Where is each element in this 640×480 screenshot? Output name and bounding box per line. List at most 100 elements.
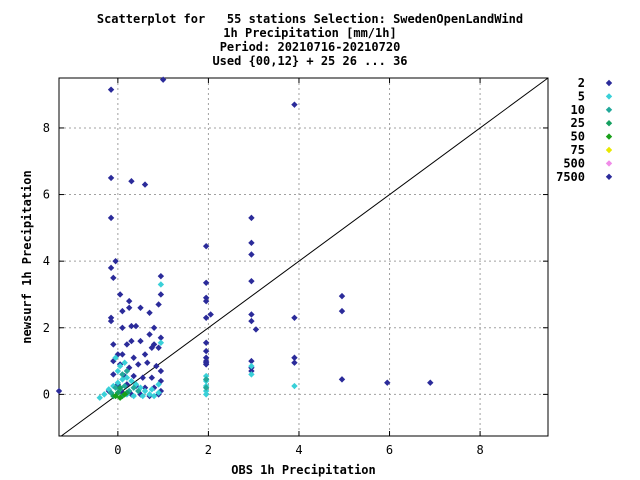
data-point: [202, 391, 210, 398]
data-point: [155, 389, 162, 396]
data-point: [123, 341, 131, 348]
data-point: [107, 264, 115, 272]
data-point: [139, 392, 146, 400]
data-point: [107, 314, 115, 321]
data-point: [338, 307, 346, 315]
data-point: [146, 309, 153, 316]
data-point: [146, 331, 153, 338]
data-point: [135, 361, 142, 368]
data-point: [107, 389, 115, 396]
legend-marker: [605, 79, 613, 87]
title-line-1: Scatterplot for 55 stations Selection: S…: [97, 12, 523, 26]
data-point: [141, 384, 149, 391]
data-point: [119, 307, 126, 315]
data-point: [338, 292, 346, 300]
legend-marker: [605, 146, 613, 154]
data-point: [150, 392, 158, 400]
legend-label: 75: [571, 143, 585, 157]
data-point: [159, 76, 167, 83]
data-point: [141, 181, 149, 188]
data-point: [291, 354, 298, 361]
data-point: [132, 322, 140, 330]
data-point: [107, 86, 115, 93]
data-point: [153, 362, 160, 370]
data-point: [291, 359, 298, 366]
data-point: [125, 364, 133, 371]
diagonal-reference-line: [60, 77, 549, 437]
legend-label: 50: [571, 130, 585, 144]
legend-marker: [605, 93, 613, 100]
data-point: [114, 379, 122, 386]
data-point: [116, 394, 124, 401]
data-point: [248, 277, 255, 285]
data-point: [128, 322, 135, 330]
data-point: [137, 337, 144, 345]
data-points: [55, 76, 434, 401]
data-point: [144, 359, 151, 366]
x-tick-label: 6: [386, 443, 393, 457]
data-point: [121, 382, 128, 390]
y-tick-label: 6: [43, 188, 50, 202]
title-line-3: Period: 20210716-20210720: [220, 40, 401, 54]
y-tick-label: 0: [43, 387, 50, 401]
data-point: [202, 294, 210, 301]
x-tick-label: 8: [476, 443, 483, 457]
data-point: [119, 371, 126, 378]
data-point: [248, 367, 255, 375]
data-point: [202, 314, 210, 321]
title-line-4: Used {00,12} + 25 26 ... 36: [212, 54, 407, 68]
data-point: [202, 242, 210, 250]
data-point: [202, 297, 210, 305]
data-point: [139, 374, 146, 381]
data-point: [248, 317, 255, 325]
plot-frame: [58, 77, 549, 437]
data-point: [202, 387, 210, 395]
y-tick-label: 8: [43, 121, 50, 135]
x-axis-label: OBS 1h Precipitation: [231, 463, 376, 477]
data-point: [148, 344, 156, 351]
x-tick-label: 4: [295, 443, 302, 457]
data-point: [121, 359, 128, 366]
legend-marker: [605, 160, 613, 167]
data-point: [96, 394, 103, 401]
data-point: [157, 281, 165, 288]
data-point: [55, 387, 63, 395]
data-point: [248, 362, 255, 370]
data-point: [248, 214, 255, 222]
data-point: [137, 304, 144, 311]
data-point: [128, 377, 135, 385]
legend-label: 10: [571, 103, 585, 117]
data-point: [157, 291, 165, 298]
data-point: [112, 354, 119, 361]
data-point: [291, 314, 298, 321]
data-point: [128, 337, 135, 345]
legend-marker: [605, 133, 613, 140]
data-point: [101, 391, 108, 398]
legend-label: 2: [578, 76, 585, 90]
data-point: [130, 384, 137, 391]
data-point: [248, 311, 255, 318]
data-point: [107, 214, 115, 222]
data-point: [123, 374, 131, 381]
data-point: [384, 379, 391, 386]
legend-label: 5: [578, 89, 585, 103]
data-point: [148, 386, 156, 393]
y-axis-label: newsurf 1h Precipitation: [20, 170, 34, 343]
data-point: [157, 339, 165, 346]
data-point: [135, 387, 142, 395]
data-point: [112, 257, 119, 265]
x-tick-label: 0: [114, 443, 121, 457]
data-point: [202, 372, 210, 380]
legend-marker: [605, 173, 613, 180]
data-point: [202, 339, 210, 346]
data-point: [116, 384, 124, 391]
data-point: [150, 324, 158, 331]
data-point: [148, 374, 156, 381]
data-point: [202, 354, 210, 361]
data-point: [248, 239, 255, 247]
data-point: [128, 178, 135, 185]
data-point: [155, 344, 162, 351]
y-axis-ticks: 0 2 4 6 8: [43, 121, 548, 401]
data-point: [338, 376, 346, 383]
